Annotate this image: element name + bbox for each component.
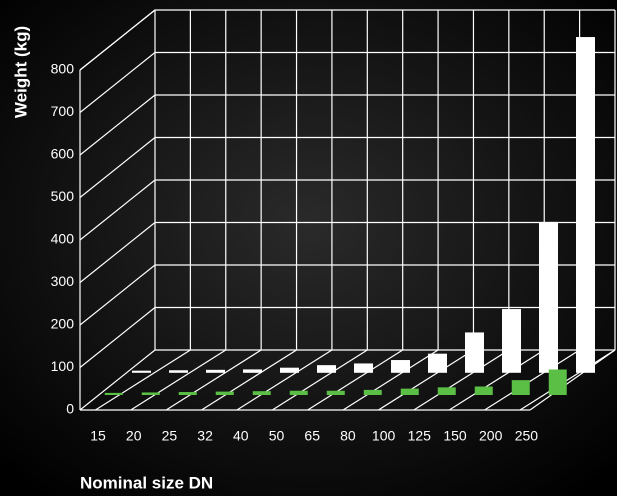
grid-line xyxy=(79,136,615,198)
bar xyxy=(215,391,234,395)
bar xyxy=(428,353,447,373)
bar xyxy=(511,380,530,395)
x-axis-label: Nominal size DN xyxy=(80,473,213,492)
floor-line xyxy=(271,349,368,411)
floor-line xyxy=(307,349,404,411)
bar xyxy=(437,387,456,395)
bar xyxy=(178,392,197,395)
x-tick-label: 80 xyxy=(340,428,356,444)
grid-line xyxy=(79,94,615,156)
bar xyxy=(391,360,410,373)
floor-line xyxy=(519,349,616,411)
bar xyxy=(474,386,493,395)
y-tick-label: 0 xyxy=(66,401,74,417)
bar xyxy=(539,221,558,373)
x-tick-label: 50 xyxy=(269,428,285,444)
bar xyxy=(502,309,521,373)
floor-line xyxy=(165,349,262,411)
y-axis-label: Weight (kg) xyxy=(11,26,30,118)
x-tick-label: 32 xyxy=(197,428,213,444)
bar xyxy=(169,370,188,373)
x-tick-label: 65 xyxy=(304,428,320,444)
bar xyxy=(363,389,382,395)
y-tick-label: 100 xyxy=(51,358,75,374)
bar xyxy=(206,369,225,373)
grid-line xyxy=(79,306,615,368)
y-tick-label: 500 xyxy=(51,188,75,204)
bar xyxy=(317,365,336,373)
y-tick-label: 600 xyxy=(51,146,75,162)
x-tick-label: 200 xyxy=(479,428,503,444)
bar xyxy=(252,391,271,395)
x-tick-label: 250 xyxy=(515,428,539,444)
x-tick-label: 25 xyxy=(162,428,178,444)
x-tick-label: 150 xyxy=(443,428,467,444)
floor-line xyxy=(342,349,439,411)
grid-line xyxy=(79,51,615,113)
floor-line xyxy=(413,349,510,411)
bar xyxy=(465,332,484,373)
floor-line xyxy=(130,349,227,411)
y-tick-label: 300 xyxy=(51,273,75,289)
bar xyxy=(104,392,123,395)
x-tick-label: 15 xyxy=(90,428,106,444)
bar xyxy=(326,390,345,395)
floor-line xyxy=(448,349,545,411)
x-tick-label: 125 xyxy=(408,428,432,444)
grid-line xyxy=(79,9,615,71)
grid-line xyxy=(79,349,615,411)
y-tick-label: 800 xyxy=(51,61,75,77)
floor-line xyxy=(484,349,580,411)
bar xyxy=(354,363,373,373)
floor-right xyxy=(529,349,616,411)
bar xyxy=(243,369,262,373)
x-tick-label: 20 xyxy=(126,428,142,444)
bar xyxy=(141,392,160,395)
bar xyxy=(132,370,151,373)
floor-line xyxy=(95,349,191,411)
grid-line xyxy=(79,264,615,326)
bar xyxy=(576,37,595,373)
floor-line xyxy=(378,349,474,411)
bar xyxy=(280,367,299,373)
y-tick-label: 400 xyxy=(51,231,75,247)
bar xyxy=(289,390,308,395)
grid-line xyxy=(79,221,615,283)
x-tick-label: 100 xyxy=(372,428,396,444)
floor-line xyxy=(236,349,333,411)
bar xyxy=(548,369,567,395)
y-tick-label: 200 xyxy=(51,316,75,332)
y-tick-label: 700 xyxy=(51,103,75,119)
grid-line xyxy=(79,179,615,241)
bar xyxy=(400,388,419,395)
x-tick-label: 40 xyxy=(233,428,249,444)
floor-line xyxy=(201,349,297,411)
